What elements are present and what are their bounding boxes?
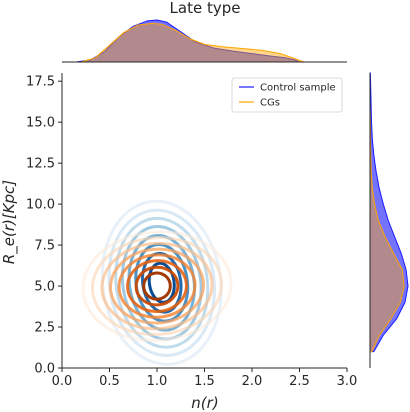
x-tick-label: 2.0 bbox=[242, 374, 263, 389]
y-tick-label: 0.0 bbox=[34, 362, 55, 377]
y-tick-label: 5.0 bbox=[34, 280, 55, 295]
legend-label-cgs: CGs bbox=[260, 98, 280, 109]
x-tick-label: 3.0 bbox=[337, 374, 358, 389]
y-axis-ticks: 0.0 2.5 5.0 7.5 10.0 12.5 15.0 17.5 bbox=[26, 75, 62, 377]
y-tick-label: 10.0 bbox=[26, 198, 55, 213]
kde-contour bbox=[108, 247, 206, 325]
x-tick-label: 2.5 bbox=[289, 374, 310, 389]
chart-title: Late type bbox=[170, 0, 241, 17]
y-tick-label: 7.5 bbox=[34, 239, 55, 254]
legend-label-control: Control sample bbox=[260, 83, 336, 94]
x-tick-label: 0.5 bbox=[99, 374, 120, 389]
kde-contour bbox=[142, 271, 172, 301]
kde-contour bbox=[81, 230, 233, 342]
kde-contour bbox=[114, 216, 210, 349]
x-axis-ticks: 0.0 0.5 1.0 1.5 2.0 2.5 3.0 bbox=[52, 368, 358, 389]
joint-plot: 0.0 0.5 1.0 1.5 2.0 2.5 3.0 0.0 2.5 5.0 7.5 10.0 12… bbox=[26, 73, 357, 389]
kde-contour bbox=[90, 236, 224, 336]
y-tick-label: 15.0 bbox=[26, 116, 55, 131]
kde-contour bbox=[100, 241, 214, 331]
legend-box bbox=[231, 77, 343, 113]
marginal-y-control bbox=[369, 72, 409, 353]
x-axis-label: n(r) bbox=[191, 394, 218, 412]
marginal-y-plot bbox=[369, 72, 409, 368]
marginal-x-cgs bbox=[80, 22, 305, 63]
contour-set-cgs bbox=[81, 230, 233, 342]
x-tick-label: 1.0 bbox=[147, 374, 168, 389]
x-tick-label: 1.5 bbox=[194, 374, 215, 389]
kde-contour bbox=[117, 253, 197, 319]
marginal-x-curves bbox=[76, 19, 305, 63]
legend: Control sample CGs bbox=[231, 77, 343, 113]
x-tick-label: 0.0 bbox=[52, 374, 73, 389]
kde-contour bbox=[126, 259, 188, 313]
kde-contours bbox=[81, 199, 233, 366]
marginal-y-curves bbox=[369, 72, 409, 353]
kde-contour bbox=[134, 265, 180, 307]
y-tick-label: 17.5 bbox=[26, 75, 55, 90]
y-tick-label: 2.5 bbox=[34, 321, 55, 336]
y-tick-label: 12.5 bbox=[26, 157, 55, 172]
y-axis-label: R_e(r)[Kpc] bbox=[0, 180, 19, 264]
marginal-x-plot bbox=[62, 19, 347, 63]
